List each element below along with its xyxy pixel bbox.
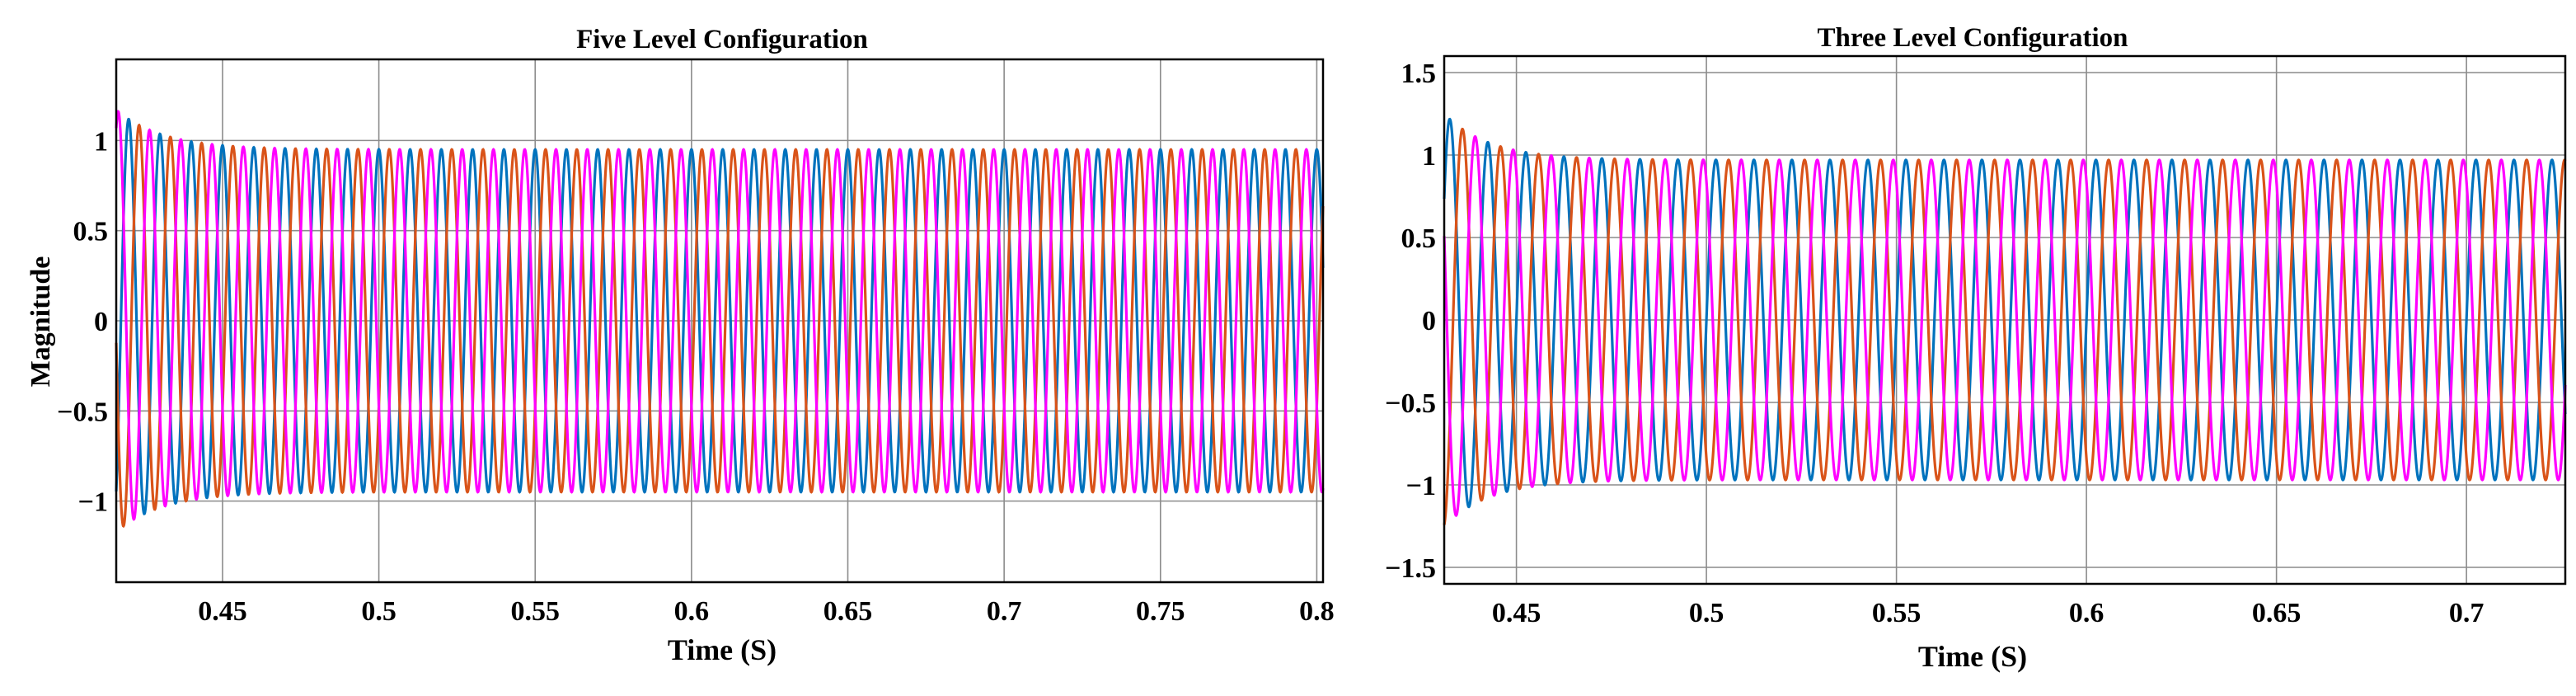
y-tick-labels: −1.5 −1 −0.5 0 0.5 1 1.5 — [1385, 59, 1436, 584]
plot-area — [115, 58, 1325, 584]
series-group — [1443, 117, 2567, 525]
x-tick-label: 0.5 — [361, 596, 396, 627]
y-tick-label: 0.5 — [73, 217, 109, 247]
x-tick-label: 0.65 — [2252, 598, 2302, 628]
y-tick-label: 0 — [94, 307, 108, 337]
series-line-3 — [115, 110, 1325, 521]
y-tick-label: 0.5 — [1401, 223, 1437, 254]
five-level-chart: Five Level Configuration Magnitude Time … — [26, 25, 1335, 666]
x-tick-label: 0.8 — [1299, 596, 1335, 627]
y-tick-label: 0 — [1422, 306, 1436, 336]
y-tick-label: −0.5 — [57, 397, 108, 427]
chart-title: Three Level Configuration — [1817, 23, 2128, 53]
x-tick-label: 0.45 — [1492, 598, 1541, 628]
x-axis-label: Time (S) — [668, 633, 777, 666]
x-tick-label: 0.65 — [823, 596, 873, 627]
x-tick-labels: 0.45 0.5 0.55 0.6 0.65 0.7 0.75 0.8 — [198, 596, 1334, 627]
x-tick-label: 0.6 — [2069, 598, 2104, 628]
x-tick-label: 0.55 — [510, 596, 560, 627]
x-tick-label: 0.45 — [198, 596, 247, 627]
y-tick-label: −1 — [1406, 471, 1436, 501]
y-tick-label: 1 — [94, 126, 108, 157]
series-line-1 — [115, 117, 1325, 515]
x-tick-label: 0.55 — [1872, 598, 1921, 628]
y-tick-label: −1.5 — [1385, 553, 1436, 584]
y-tick-label: −1 — [78, 487, 108, 518]
y-tick-label: 1.5 — [1401, 59, 1437, 89]
x-tick-label: 0.5 — [1689, 598, 1724, 628]
series-line-2 — [115, 123, 1325, 529]
three-level-chart: Three Level Configuration Time (S) 0.45 0… — [1385, 23, 2567, 673]
x-tick-label: 0.7 — [2449, 598, 2485, 628]
x-tick-labels: 0.45 0.5 0.55 0.6 0.65 0.7 — [1492, 598, 2485, 628]
chart-title: Five Level Configuration — [576, 25, 868, 54]
series-group — [115, 110, 1325, 529]
y-tick-labels: −1 −0.5 0 0.5 1 — [57, 126, 108, 517]
y-tick-label: 1 — [1422, 141, 1436, 172]
series-line-3 — [1443, 134, 2567, 517]
x-tick-label: 0.75 — [1136, 596, 1185, 627]
x-axis-label: Time (S) — [1918, 640, 2027, 673]
series-line-2 — [1443, 127, 2567, 525]
x-tick-label: 0.7 — [987, 596, 1022, 627]
grid-lines — [116, 59, 1323, 582]
plot-area — [1443, 54, 2567, 585]
y-axis-label: Magnitude — [26, 256, 56, 388]
y-tick-label: −0.5 — [1385, 388, 1436, 419]
series-line-1 — [1443, 117, 2567, 509]
x-tick-label: 0.6 — [674, 596, 710, 627]
